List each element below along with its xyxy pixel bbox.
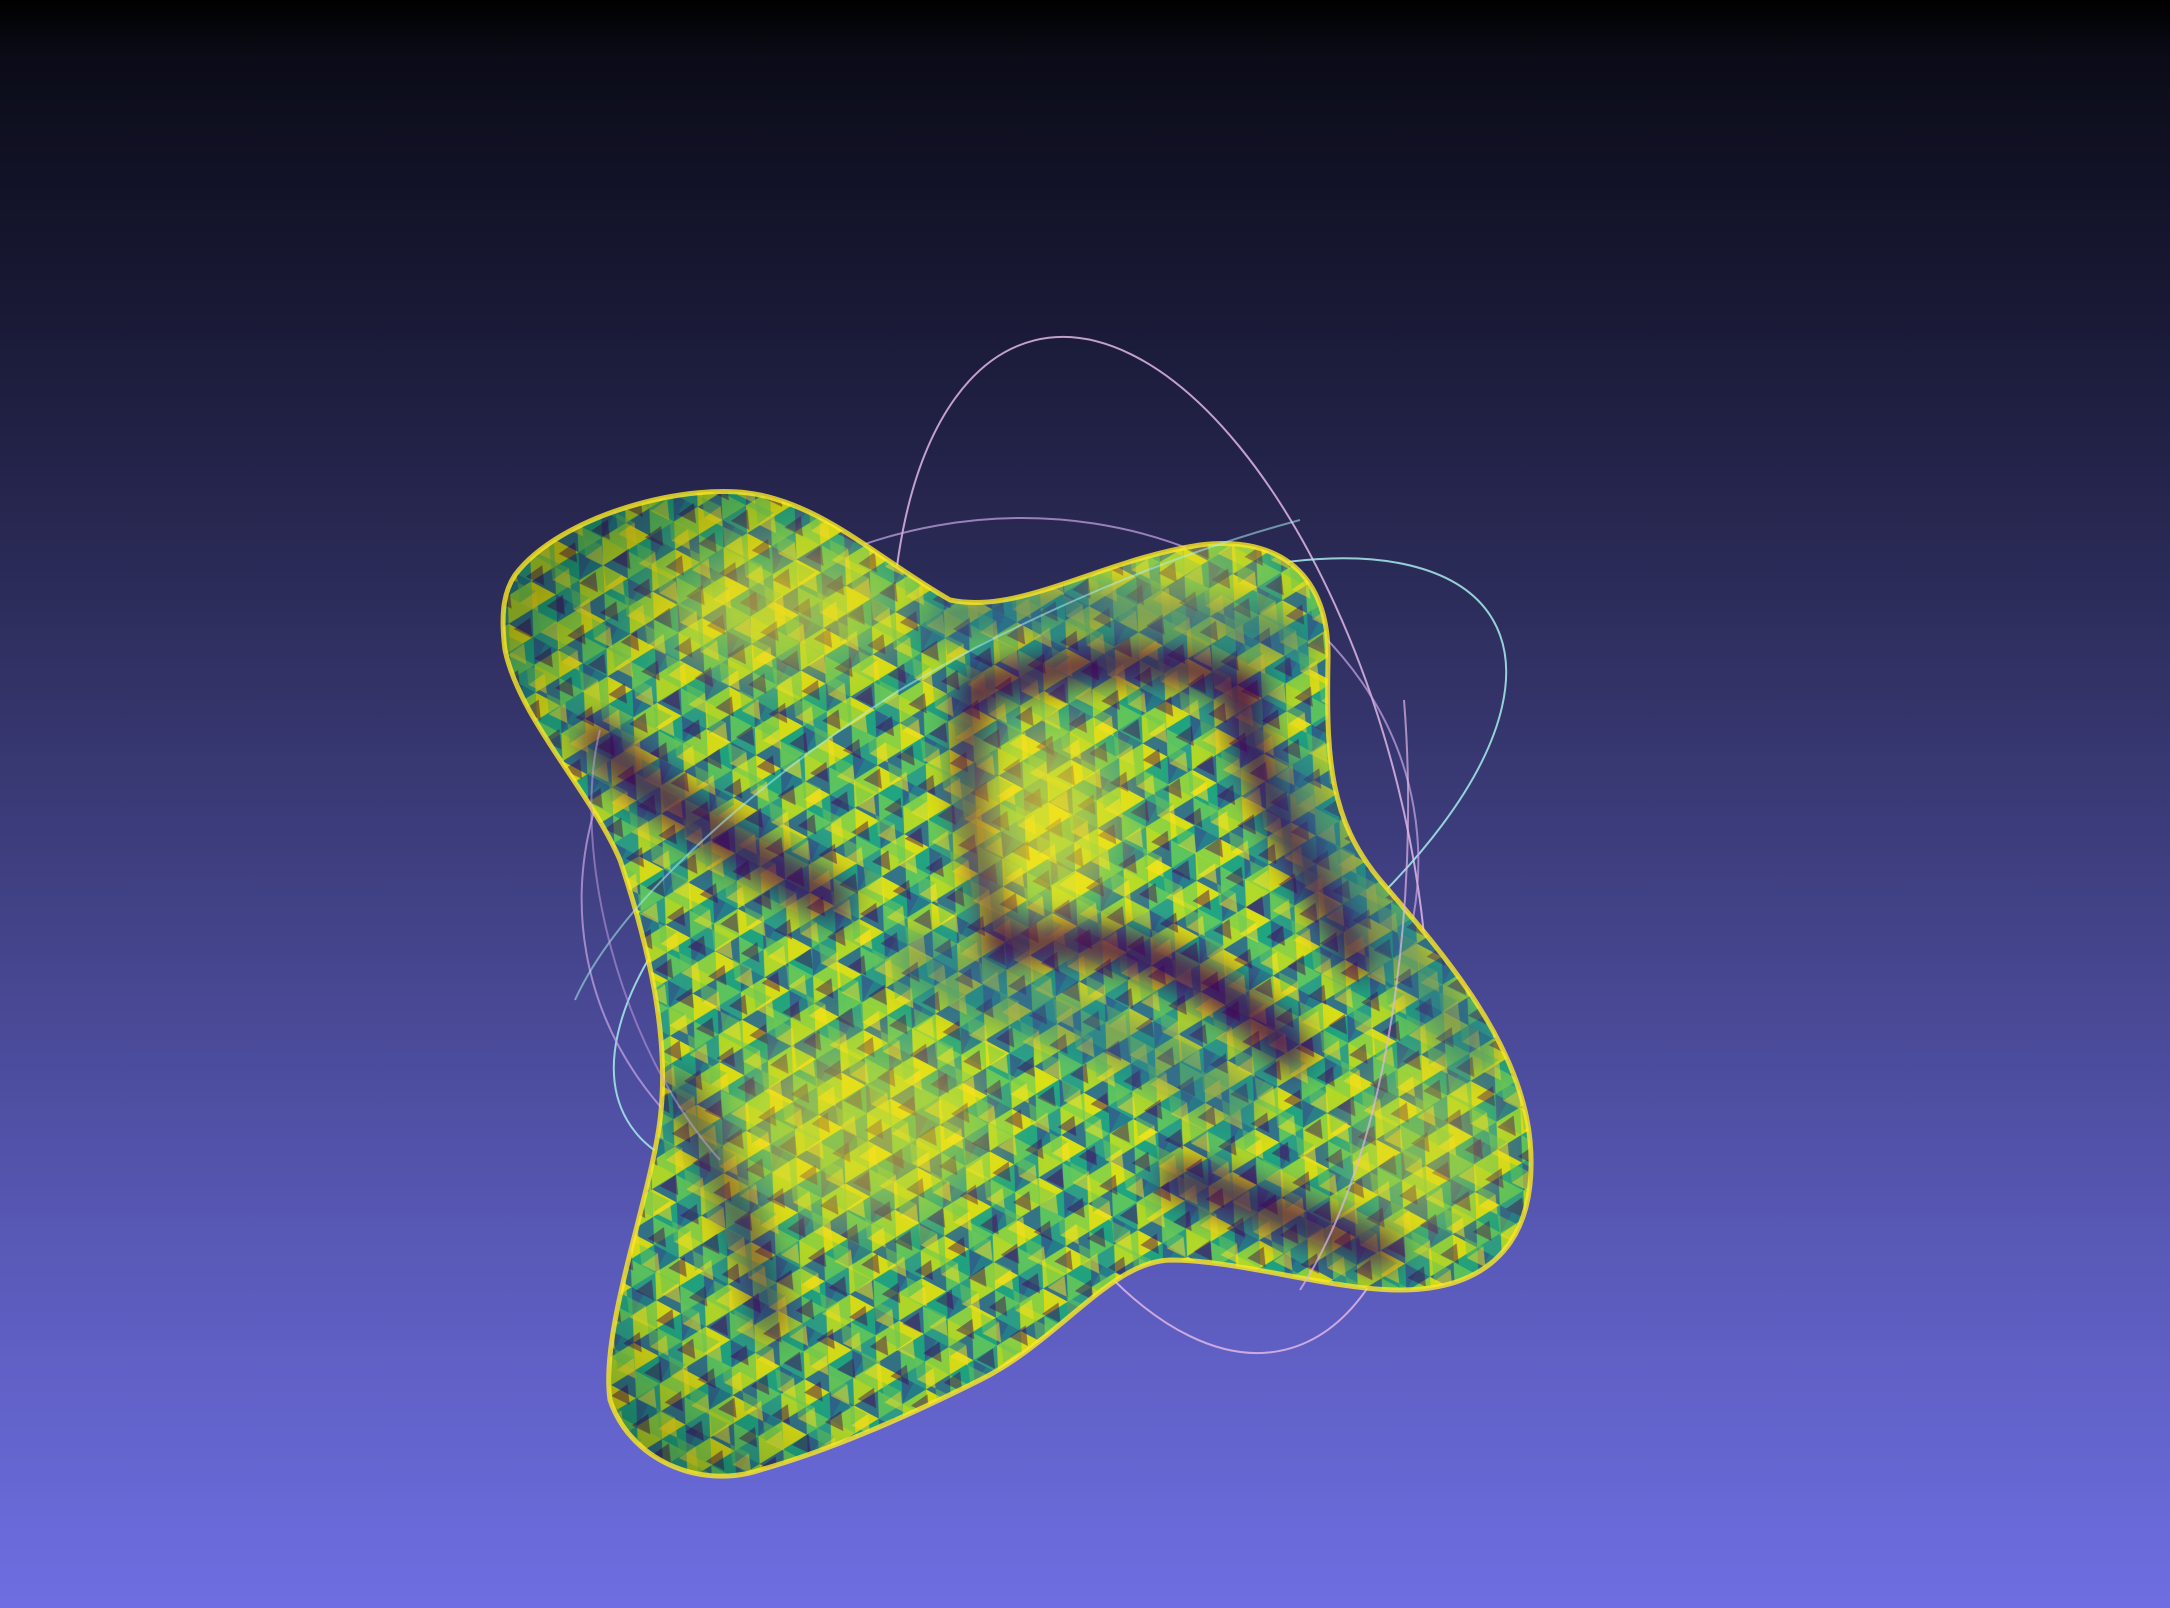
trackball-rings-front[interactable]: [574, 519, 1410, 1291]
cyan-ring-front[interactable]: [574, 519, 1301, 1001]
violet-ring-front[interactable]: [590, 729, 721, 1161]
pink-ring-front[interactable]: [1299, 699, 1410, 1291]
colored-mesh[interactable]: [450, 450, 1600, 1500]
